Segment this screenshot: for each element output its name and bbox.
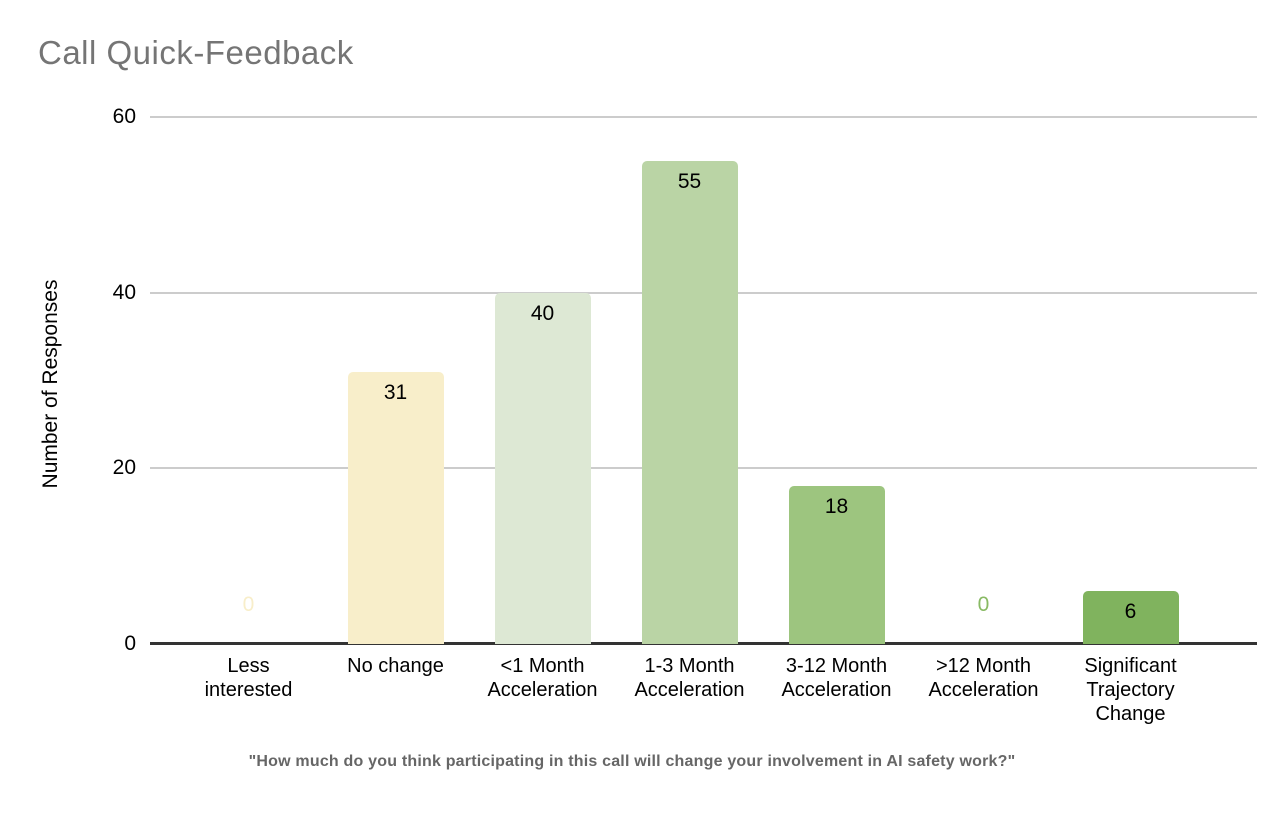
x-axis-label: Less interested (175, 654, 322, 726)
bar-value-label: 31 (383, 380, 408, 404)
bar[interactable]: 55 (641, 160, 738, 644)
x-axis-label: <1 Month Acceleration (469, 654, 616, 726)
y-tick-label: 60 (112, 105, 136, 128)
bar-slot: 55 (616, 117, 763, 644)
chart-title: Call Quick-Feedback (38, 34, 354, 71)
bar[interactable]: 6 (1082, 591, 1179, 644)
y-tick-label: 20 (112, 456, 136, 480)
x-axis-labels: Less interested No change <1 Month Acceler… (175, 654, 1204, 726)
bar-slot: 0 (175, 117, 322, 644)
x-axis-label: 1-3 Month Acceleration (616, 654, 763, 726)
x-axis-label-text: No change (347, 655, 444, 677)
bar-value-label: 18 (824, 494, 849, 518)
bar[interactable]: 18 (788, 485, 885, 644)
chart-caption: "How much do you think participating in … (248, 753, 1016, 770)
x-axis-label: Significant Trajectory Change (1057, 654, 1204, 726)
y-axis-ticks: 0 20 40 60 (0, 106, 136, 655)
gridline (150, 116, 1257, 118)
bar-value-label: 6 (1124, 600, 1137, 624)
bar-slot: 31 (322, 117, 469, 644)
x-axis-label-text: >12 Month Acceleration (928, 655, 1039, 701)
bar-slot: 0 (910, 117, 1057, 644)
x-axis-label-text: <1 Month Acceleration (487, 655, 598, 701)
bar-slot: 18 (763, 117, 910, 644)
bar-slot: 6 (1057, 117, 1204, 644)
x-axis-label: >12 Month Acceleration (910, 654, 1057, 726)
x-axis-label: No change (322, 654, 469, 726)
x-axis-label-text: Significant Trajectory Change (1084, 655, 1177, 725)
x-axis-label-text: Less interested (204, 655, 293, 701)
bar[interactable]: 40 (494, 292, 591, 644)
x-axis-label: 3-12 Month Acceleration (763, 654, 910, 726)
y-tick-label: 40 (112, 280, 136, 304)
zero-value-label: 0 (977, 593, 990, 616)
bar-slot: 40 (469, 117, 616, 644)
y-tick-label: 0 (124, 632, 136, 655)
bar[interactable]: 31 (347, 371, 444, 644)
bar-value-label: 40 (530, 301, 555, 325)
x-axis-label-text: 3-12 Month Acceleration (781, 655, 892, 701)
zero-value-label: 0 (242, 593, 255, 616)
bar-series: 0 31 40 55 18 0 6 (175, 117, 1204, 644)
x-axis-label-text: 1-3 Month Acceleration (634, 655, 745, 701)
bar-value-label: 55 (677, 169, 702, 193)
